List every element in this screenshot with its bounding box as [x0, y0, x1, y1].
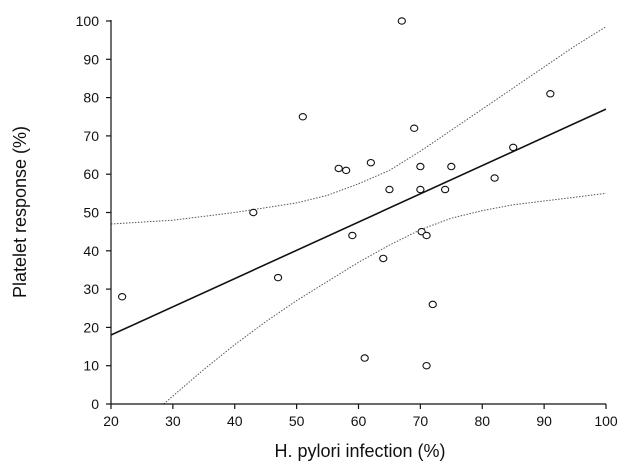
y-tick-label: 100	[76, 13, 100, 29]
y-tick-label: 10	[83, 358, 99, 374]
y-tick-label: 20	[83, 319, 99, 335]
data-point	[117, 293, 127, 301]
x-tick-label: 90	[536, 413, 552, 429]
x-tick-label: 80	[474, 413, 490, 429]
data-point	[273, 273, 283, 282]
y-tick-label: 50	[83, 205, 99, 221]
data-point	[249, 208, 258, 217]
data-point	[379, 254, 388, 263]
y-tick-label: 70	[83, 128, 99, 144]
y-tick-label: 90	[83, 51, 99, 67]
y-tick-label: 80	[83, 90, 99, 106]
axes: 20 30 40 50 60 70 80 90 100 0 10 20 30 40 50 60 70 80 90 10…	[76, 13, 618, 429]
y-tick-label: 60	[83, 166, 99, 182]
data-point	[490, 174, 499, 182]
x-tick-label: 100	[594, 413, 618, 429]
data-point	[546, 90, 555, 98]
data-point	[334, 164, 343, 173]
x-tick-label: 30	[165, 413, 181, 429]
data-point	[348, 231, 357, 240]
data-point	[509, 143, 518, 152]
confidence-upper-curve	[111, 26, 606, 225]
data-point	[447, 162, 456, 171]
x-tick-label: 40	[227, 413, 243, 429]
data-point	[298, 113, 307, 121]
data-point	[385, 185, 394, 194]
data-point	[428, 300, 437, 309]
y-tick-label: 40	[83, 243, 99, 259]
y-tick-label: 30	[83, 281, 99, 297]
data-point	[422, 231, 431, 240]
data-point	[410, 124, 419, 132]
data-point	[440, 185, 450, 194]
confidence-lower-curve	[163, 192, 606, 404]
x-axis-title: H. pylori infection (%)	[274, 441, 445, 461]
data-point	[422, 361, 431, 370]
x-tick-label: 60	[351, 413, 367, 429]
x-tick-label: 20	[103, 413, 119, 429]
regression-line	[111, 108, 606, 336]
plot-area	[111, 17, 606, 404]
data-point	[366, 158, 376, 167]
data-point	[397, 17, 406, 25]
data-point	[360, 354, 369, 362]
data-point	[416, 162, 425, 171]
data-point	[416, 185, 425, 194]
x-tick-label: 50	[289, 413, 305, 429]
data-point	[341, 166, 351, 175]
y-axis-title: Platelet response (%)	[10, 126, 30, 298]
x-tick-label: 70	[413, 413, 429, 429]
plot-content	[111, 26, 606, 404]
y-tick-label: 0	[91, 396, 99, 412]
